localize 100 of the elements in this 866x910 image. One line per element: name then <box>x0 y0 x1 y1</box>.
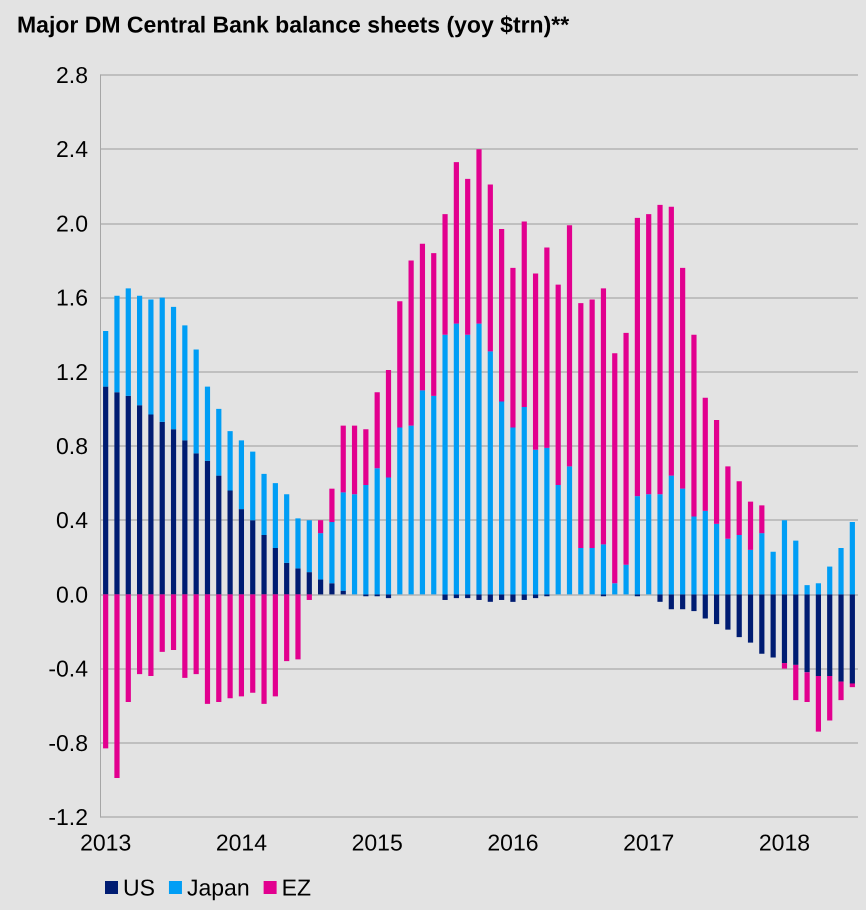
bar <box>363 429 368 485</box>
bar <box>657 494 663 594</box>
bar <box>250 594 256 693</box>
bar <box>126 288 131 396</box>
bar <box>623 564 629 594</box>
bar <box>657 204 663 494</box>
bar <box>114 594 120 778</box>
bar <box>612 583 618 594</box>
bar <box>148 299 154 414</box>
bar <box>816 583 822 594</box>
bar <box>216 476 222 594</box>
bar <box>668 476 674 594</box>
bar <box>578 303 584 548</box>
bar <box>238 594 244 696</box>
bar <box>476 594 482 600</box>
bar <box>442 214 448 335</box>
bar <box>126 396 131 594</box>
bar <box>793 594 798 665</box>
bar <box>759 594 764 654</box>
bar <box>725 538 730 594</box>
bar <box>556 284 561 485</box>
bar <box>228 490 233 594</box>
bar <box>454 162 459 324</box>
bar <box>148 414 154 594</box>
bar <box>397 301 402 428</box>
bar <box>510 594 516 602</box>
bar <box>465 594 470 598</box>
bar <box>374 468 380 594</box>
bar <box>238 509 244 594</box>
bar <box>420 244 426 390</box>
bar <box>488 594 493 602</box>
x-tick-label: 2018 <box>758 830 810 856</box>
bar <box>318 580 324 594</box>
bar <box>329 583 335 594</box>
bar <box>306 594 312 600</box>
bar <box>272 548 278 594</box>
bar <box>522 222 527 408</box>
bar <box>578 548 584 594</box>
y-tick-label: 0.4 <box>56 507 88 534</box>
bar <box>680 488 686 594</box>
x-tick-label: 2016 <box>487 830 539 856</box>
bar <box>590 548 595 594</box>
y-tick-label: -0.8 <box>48 730 88 756</box>
bar <box>386 478 392 594</box>
y-tick-label: 0.8 <box>56 433 88 459</box>
bar <box>238 440 244 510</box>
bar <box>250 520 256 594</box>
y-tick-label: 1.6 <box>56 284 88 311</box>
bar <box>476 324 482 594</box>
bar <box>136 594 142 674</box>
bar <box>759 533 764 594</box>
bar <box>454 594 459 598</box>
bar <box>204 386 210 461</box>
x-tick-label: 2015 <box>352 830 403 856</box>
x-tick-label: 2017 <box>623 830 674 856</box>
bar <box>488 184 493 352</box>
bar <box>510 268 516 428</box>
bar <box>566 225 572 466</box>
legend-label: Japan <box>186 874 250 900</box>
bar <box>103 594 108 748</box>
x-tick-label: 2013 <box>80 830 132 856</box>
bar <box>590 299 595 548</box>
y-tick-label: 2.4 <box>56 136 88 162</box>
bar <box>634 218 640 496</box>
y-tick-label: 0.0 <box>56 581 88 608</box>
bar <box>329 488 335 522</box>
bar <box>714 420 720 524</box>
bar <box>532 594 538 598</box>
bar <box>194 594 199 674</box>
bar <box>770 594 776 658</box>
bar <box>216 408 222 476</box>
bar <box>510 427 516 594</box>
bar <box>306 520 312 572</box>
bar <box>194 350 199 454</box>
bar <box>612 353 618 584</box>
bar <box>725 594 730 630</box>
bar <box>261 474 267 536</box>
bar <box>306 572 312 594</box>
bar <box>114 296 120 392</box>
bar <box>160 594 165 652</box>
bar <box>476 149 482 324</box>
bar <box>816 594 822 676</box>
bar <box>816 676 822 732</box>
bar <box>782 663 788 669</box>
bar <box>182 440 188 594</box>
bar <box>386 370 392 478</box>
bar <box>261 535 267 594</box>
bar <box>295 518 301 568</box>
bar <box>759 505 764 534</box>
bar <box>431 253 436 396</box>
bar <box>454 324 459 594</box>
bar <box>680 594 686 610</box>
bar <box>431 396 436 594</box>
bar <box>295 568 301 594</box>
bar <box>442 594 448 600</box>
bar <box>532 273 538 450</box>
bar <box>522 594 527 600</box>
bar <box>748 550 754 594</box>
bar <box>499 594 504 600</box>
bar <box>136 296 142 406</box>
